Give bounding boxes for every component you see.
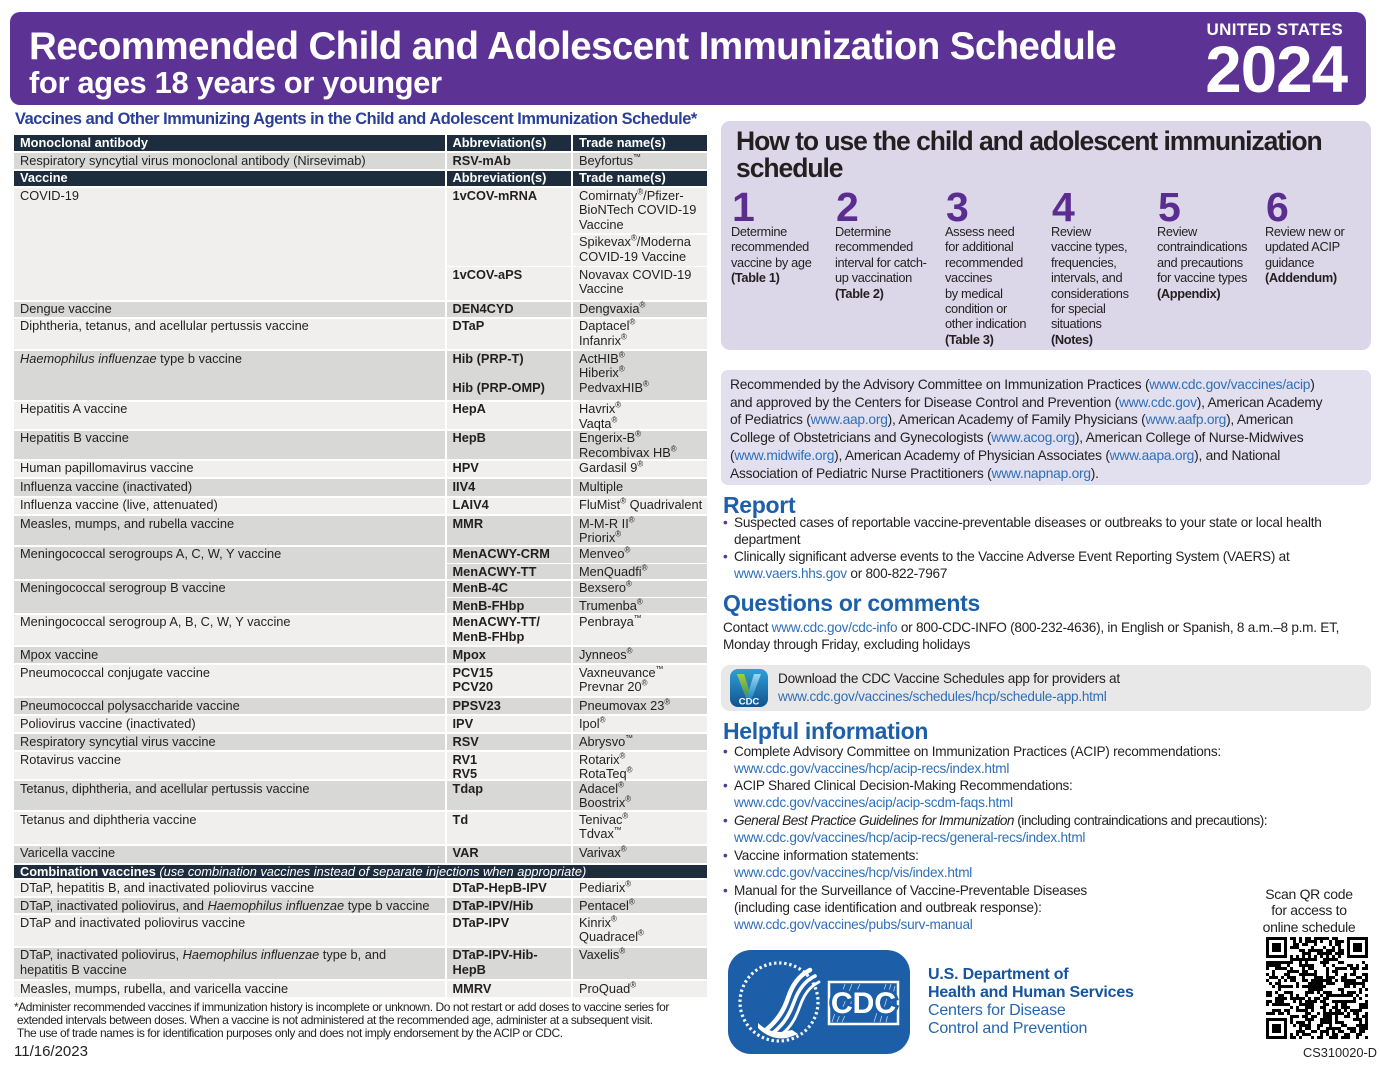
svg-text:CDC: CDC	[831, 987, 896, 1020]
svg-text:CDC: CDC	[831, 987, 896, 1020]
svg-text:CDC: CDC	[739, 697, 760, 708]
